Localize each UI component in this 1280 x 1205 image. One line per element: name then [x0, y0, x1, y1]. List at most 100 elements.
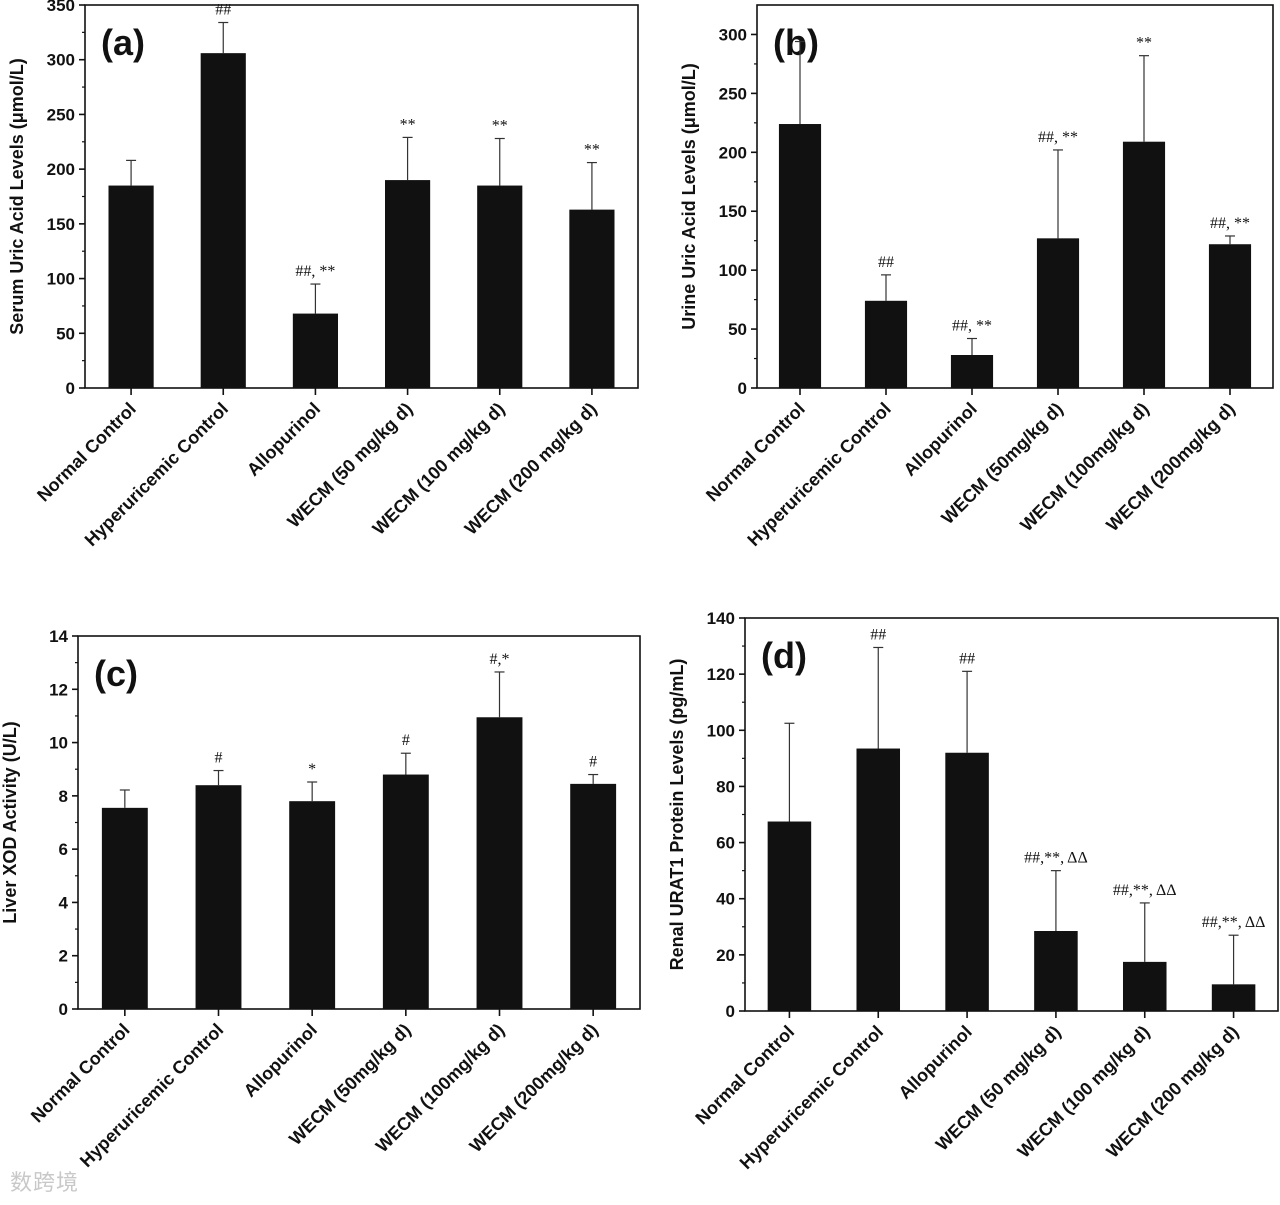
- plot-frame: [77, 635, 641, 1010]
- bar: [108, 185, 154, 388]
- bar: [289, 801, 336, 1009]
- chart-panel-1: 0 50 100 150 200 250 300 350 Serum Uric Acid Lev…: [7, 0, 639, 550]
- bar: [382, 774, 429, 1009]
- y-tick-label: 8: [59, 787, 68, 806]
- significance-label: *: [308, 761, 316, 778]
- y-tick-label: 0: [66, 379, 75, 398]
- significance-label: ##: [878, 254, 894, 271]
- bar: [945, 752, 989, 1011]
- bar: [1036, 238, 1080, 388]
- bar: [856, 748, 901, 1011]
- significance-label: ##, **: [952, 318, 992, 335]
- y-tick-label: 120: [707, 665, 735, 684]
- y-tick-label: 40: [716, 890, 735, 909]
- y-tick-label: 150: [47, 215, 75, 234]
- panel-label: (b): [773, 22, 819, 63]
- plot-frame: [744, 617, 1279, 1012]
- chart-panel-2: 0 50 100 150 200 250 300 Urine Uric Acid Levels…: [679, 4, 1274, 550]
- significance-label: #: [589, 754, 597, 771]
- y-tick-label: 300: [719, 25, 747, 44]
- bar: [778, 124, 822, 389]
- bar: [477, 185, 523, 388]
- significance-label: **: [584, 142, 600, 159]
- significance-label: ##, **: [1038, 129, 1078, 146]
- significance-label: ##, **: [295, 263, 335, 280]
- significance-label: **: [492, 118, 508, 135]
- y-tick-label: 50: [728, 320, 747, 339]
- y-tick-label: 350: [47, 0, 75, 15]
- x-tick-label: Allopurinol: [900, 399, 981, 480]
- y-tick-label: 0: [738, 379, 747, 398]
- significance-label: **: [1136, 35, 1152, 52]
- y-axis-label: Renal URAT1 Protein Levels (pg/mL): [667, 659, 687, 971]
- plot-frame: [84, 4, 639, 389]
- y-tick-label: 150: [719, 202, 747, 221]
- bar: [864, 300, 908, 388]
- y-tick-label: 20: [716, 946, 735, 965]
- bar: [570, 783, 617, 1009]
- y-tick-label: 250: [719, 84, 747, 103]
- significance-label: #: [215, 750, 223, 767]
- bar: [1208, 244, 1252, 388]
- watermark-text: 数跨境: [10, 1171, 80, 1196]
- bar: [385, 180, 431, 388]
- significance-label: ##,**, ΔΔ: [1024, 850, 1088, 867]
- bar: [1211, 984, 1256, 1011]
- y-tick-label: 100: [707, 721, 735, 740]
- significance-label: ##, **: [1210, 215, 1250, 232]
- bar: [767, 821, 812, 1011]
- bar: [1034, 930, 1078, 1011]
- panel-label: (c): [94, 653, 138, 694]
- y-tick-label: 80: [716, 777, 735, 796]
- y-axis-label: Urine Uric Acid Levels (μmol/L): [679, 63, 699, 329]
- y-tick-label: 140: [707, 609, 735, 628]
- significance-label: ##: [870, 626, 886, 643]
- significance-label: ##,**, ΔΔ: [1113, 882, 1177, 899]
- panel-label: (d): [761, 635, 807, 676]
- y-tick-label: 300: [47, 51, 75, 70]
- x-tick-label: Normal Control: [33, 399, 140, 506]
- y-tick-label: 250: [47, 105, 75, 124]
- y-tick-label: 0: [59, 1000, 68, 1019]
- y-tick-label: 14: [49, 627, 68, 646]
- y-tick-label: 100: [47, 270, 75, 289]
- significance-label: #,*: [490, 651, 510, 668]
- y-tick-label: 4: [59, 893, 69, 912]
- plot-frame: [756, 4, 1274, 389]
- y-tick-label: 50: [56, 324, 75, 343]
- bar: [195, 785, 242, 1009]
- bar: [569, 209, 615, 388]
- y-axis-label: Serum Uric Acid Levels (μmol/L): [7, 58, 27, 334]
- y-axis-label: Liver XOD Activity (U/L): [0, 721, 20, 923]
- significance-label: ##: [215, 2, 231, 19]
- bar: [1122, 141, 1166, 388]
- y-tick-label: 100: [719, 261, 747, 280]
- bar: [200, 53, 246, 389]
- x-tick-label: Hyperuricemic Control: [743, 399, 894, 550]
- y-tick-label: 12: [49, 680, 68, 699]
- significance-label: **: [400, 116, 416, 133]
- y-tick-label: 10: [49, 734, 68, 753]
- bar: [1122, 961, 1167, 1011]
- significance-label: #: [402, 732, 410, 749]
- y-tick-label: 200: [47, 160, 75, 179]
- bar: [950, 355, 994, 388]
- y-tick-label: 200: [719, 143, 747, 162]
- significance-label: ##,**, ΔΔ: [1202, 914, 1266, 931]
- x-tick-label: Allopurinol: [240, 1020, 321, 1101]
- y-tick-label: 6: [59, 840, 68, 859]
- bar: [292, 313, 338, 388]
- y-tick-label: 60: [716, 834, 735, 853]
- x-tick-label: Allopurinol: [243, 399, 324, 480]
- bar: [476, 717, 523, 1009]
- x-tick-label: Normal Control: [27, 1020, 134, 1127]
- y-tick-label: 0: [726, 1002, 735, 1021]
- panel-label: (a): [101, 22, 145, 63]
- x-tick-label: Allopurinol: [895, 1022, 976, 1103]
- x-tick-label: Hyperuricemic Control: [736, 1022, 887, 1173]
- chart-panel-4: 0 20 40 60 80 100 120 140 Renal URAT1 Protein Le…: [667, 609, 1279, 1173]
- significance-label: ##: [959, 650, 975, 667]
- y-tick-label: 2: [59, 947, 68, 966]
- bar: [101, 807, 148, 1009]
